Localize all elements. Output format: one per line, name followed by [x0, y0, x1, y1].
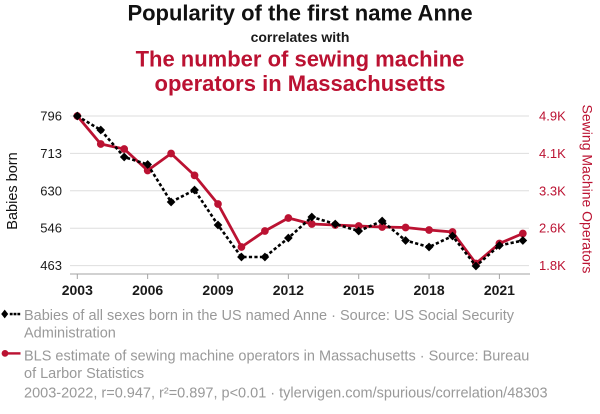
svg-text:2015: 2015 — [343, 282, 374, 298]
svg-text:463: 463 — [40, 258, 62, 273]
svg-text:2003: 2003 — [62, 282, 93, 298]
svg-text:operators in Massachusetts: operators in Massachusetts — [155, 71, 446, 96]
svg-text:of Larbor Statistics: of Larbor Statistics — [24, 366, 144, 382]
svg-text:Administration: Administration — [24, 325, 116, 341]
svg-text:2009: 2009 — [202, 282, 233, 298]
svg-text:Babies born: Babies born — [5, 152, 21, 229]
svg-text:796: 796 — [40, 109, 62, 124]
svg-text:2.6K: 2.6K — [539, 221, 566, 236]
svg-text:2021: 2021 — [484, 282, 515, 298]
svg-text:2012: 2012 — [273, 282, 304, 298]
svg-text:4.9K: 4.9K — [539, 109, 566, 124]
svg-text:Sewing Machine Operators: Sewing Machine Operators — [579, 105, 595, 274]
svg-text:4.1K: 4.1K — [539, 146, 566, 161]
svg-text:630: 630 — [40, 183, 62, 198]
svg-text:correlates with: correlates with — [251, 29, 350, 45]
svg-text:546: 546 — [40, 221, 62, 236]
svg-text:Babies of all sexes born in th: Babies of all sexes born in the US named… — [24, 308, 515, 324]
svg-text:3.3K: 3.3K — [539, 183, 566, 198]
svg-text:The number of sewing machine: The number of sewing machine — [136, 47, 465, 72]
svg-text:Popularity of the first name A: Popularity of the first name Anne — [127, 0, 472, 25]
svg-text:2006: 2006 — [132, 282, 163, 298]
svg-text:2003-2022, r=0.947, r²=0.897,: 2003-2022, r=0.947, r²=0.897, p<0.01 · t… — [24, 386, 548, 402]
svg-text:713: 713 — [40, 146, 62, 161]
svg-text:BLS estimate of sewing machine: BLS estimate of sewing machine operators… — [24, 349, 529, 365]
svg-text:2018: 2018 — [413, 282, 444, 298]
svg-text:1.8K: 1.8K — [539, 258, 566, 273]
